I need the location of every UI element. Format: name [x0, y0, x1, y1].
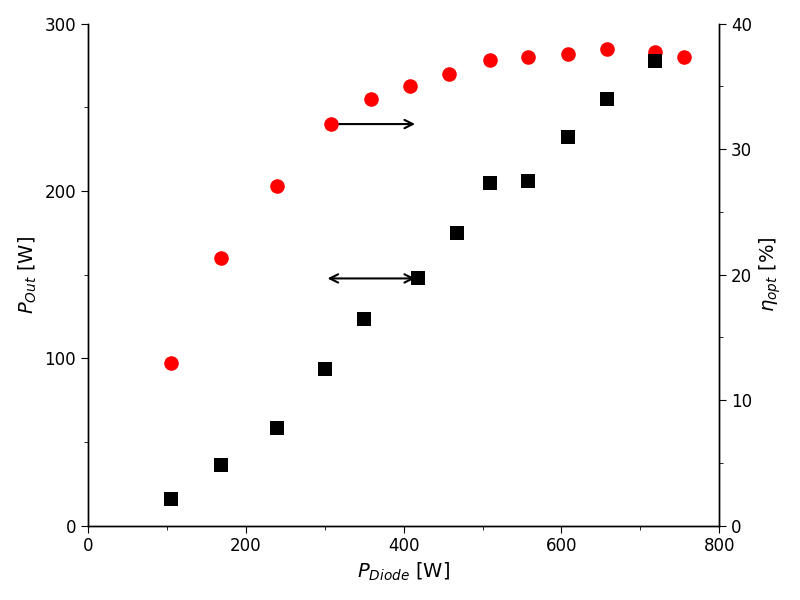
Point [451, 229, 464, 238]
Point [364, 94, 377, 104]
Point [678, 52, 690, 62]
Point [318, 364, 331, 374]
Point [601, 44, 614, 53]
Point [325, 119, 338, 129]
Y-axis label: $\eta_{opt}$ [%]: $\eta_{opt}$ [%] [758, 237, 783, 313]
Point [165, 494, 178, 504]
Point [601, 94, 614, 104]
Point [165, 359, 178, 368]
Point [648, 56, 661, 66]
Point [484, 56, 497, 65]
Point [522, 176, 534, 185]
Point [522, 52, 534, 62]
Point [403, 81, 416, 91]
Point [214, 253, 227, 263]
Point [271, 423, 284, 433]
Point [562, 49, 574, 59]
Point [562, 132, 574, 142]
Point [411, 274, 424, 283]
Point [484, 178, 497, 188]
Point [648, 47, 661, 57]
Point [214, 461, 227, 470]
Point [358, 314, 370, 323]
Y-axis label: $P_{Out}$ [W]: $P_{Out}$ [W] [17, 236, 39, 314]
Point [443, 69, 456, 79]
X-axis label: $P_{Diode}$ [W]: $P_{Diode}$ [W] [357, 561, 450, 583]
Point [271, 181, 284, 191]
